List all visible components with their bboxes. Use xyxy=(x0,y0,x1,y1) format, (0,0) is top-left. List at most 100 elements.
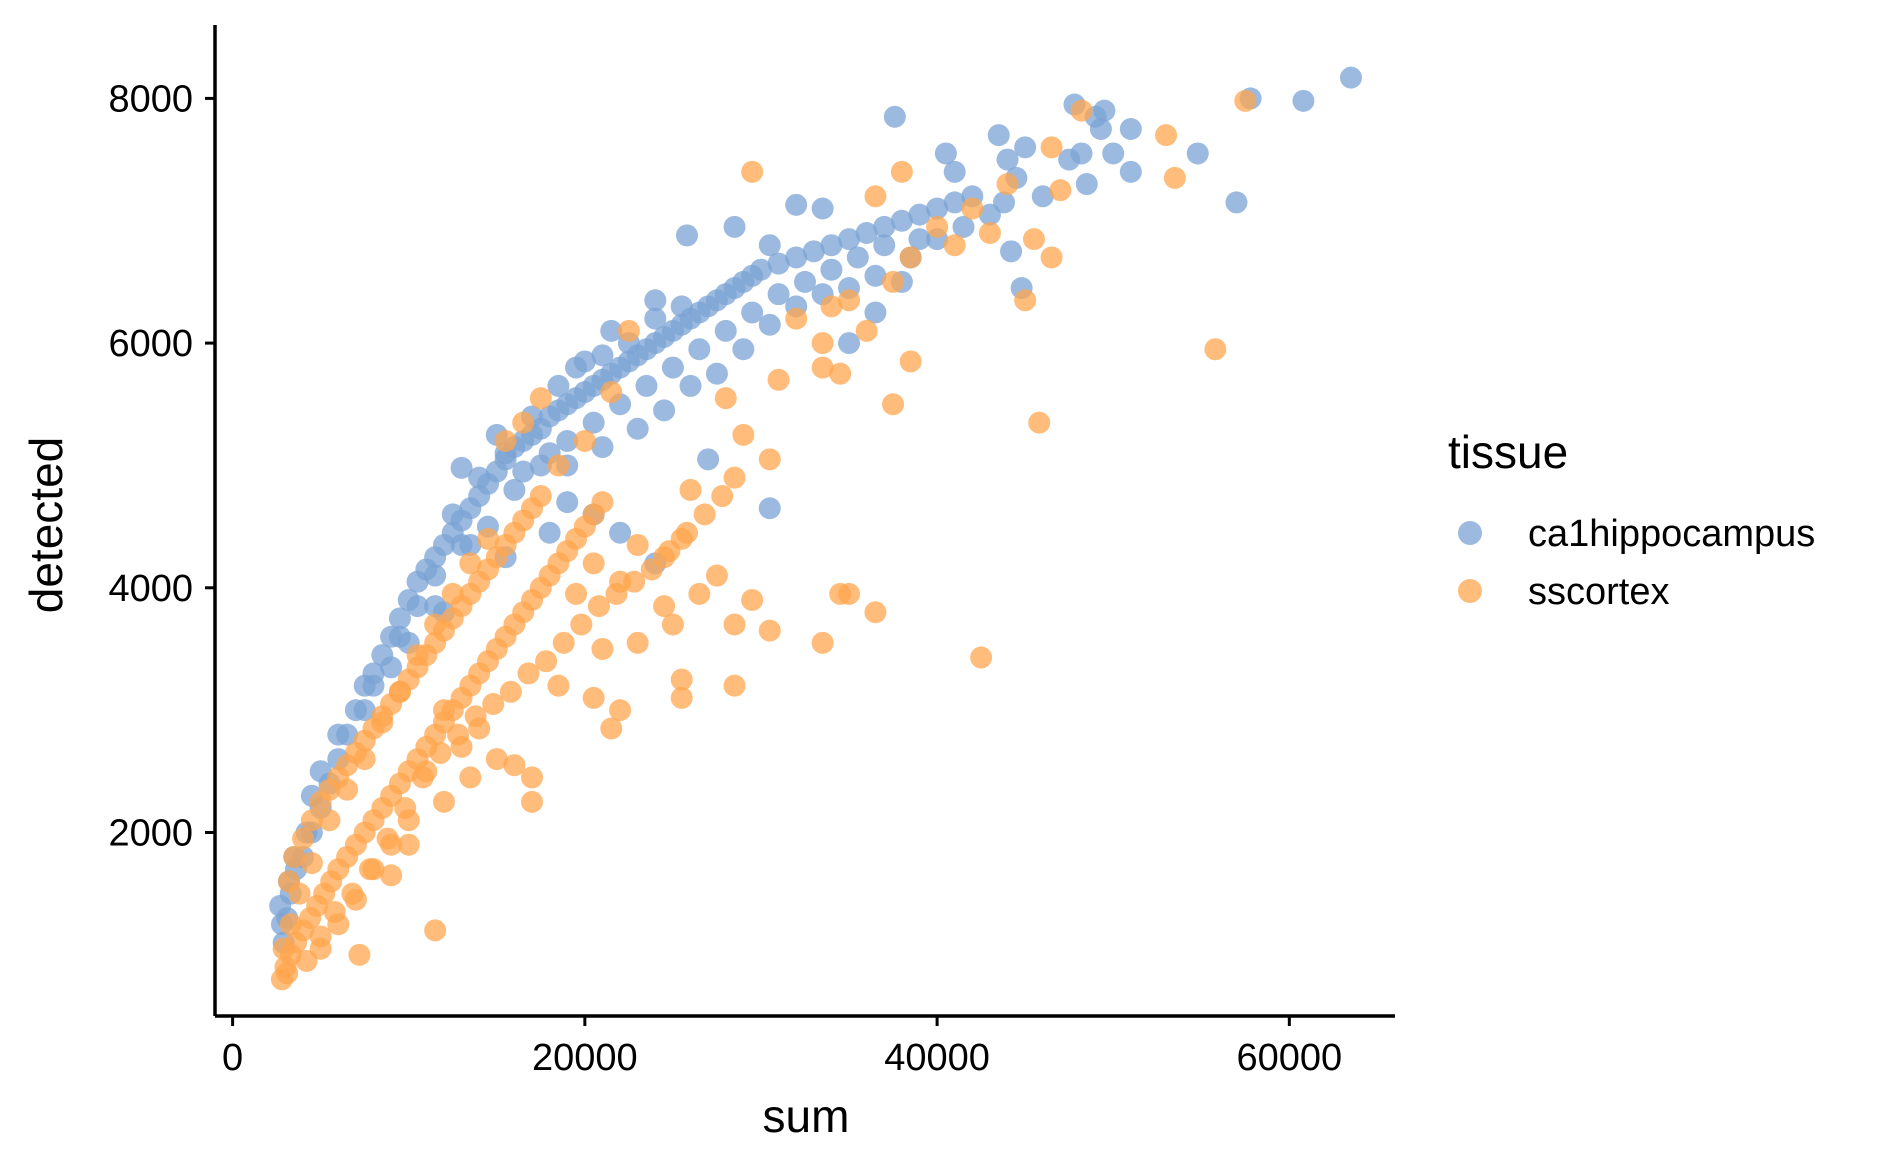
data-point xyxy=(670,668,693,691)
data-point xyxy=(811,197,834,220)
data-point xyxy=(970,646,993,669)
data-point xyxy=(380,833,403,856)
data-point xyxy=(890,209,913,232)
data-point xyxy=(450,456,473,479)
data-point xyxy=(1119,117,1142,140)
data-point xyxy=(758,234,781,257)
data-point xyxy=(1014,289,1037,312)
data-point xyxy=(908,203,931,226)
data-point xyxy=(1028,411,1051,434)
x-tick-label: 20000 xyxy=(532,1037,638,1079)
data-point xyxy=(591,436,614,459)
data-point xyxy=(388,607,411,630)
points-layer xyxy=(269,66,1362,991)
data-point xyxy=(661,356,684,379)
data-point xyxy=(758,313,781,336)
data-point xyxy=(272,937,295,960)
data-point xyxy=(711,485,734,508)
data-point xyxy=(714,319,737,342)
data-point xyxy=(626,417,649,440)
x-tick-label: 0 xyxy=(222,1037,243,1079)
data-point xyxy=(450,735,473,758)
data-point xyxy=(494,429,517,452)
data-point xyxy=(570,613,593,636)
data-point xyxy=(653,595,676,618)
data-point xyxy=(626,631,649,654)
data-point xyxy=(582,552,605,575)
data-point xyxy=(670,686,693,709)
data-point xyxy=(794,270,816,293)
data-point xyxy=(829,362,852,385)
data-point xyxy=(723,613,746,636)
data-point xyxy=(380,864,403,887)
data-point xyxy=(406,595,429,618)
data-point xyxy=(547,674,570,697)
y-tick-label: 8000 xyxy=(108,78,193,120)
data-point xyxy=(1040,136,1063,159)
data-point xyxy=(1234,89,1257,112)
data-point xyxy=(676,224,698,247)
data-point xyxy=(723,215,746,238)
data-point xyxy=(362,674,385,697)
data-point xyxy=(573,429,596,452)
data-point xyxy=(459,766,482,789)
data-point xyxy=(529,387,552,410)
data-point xyxy=(661,613,684,636)
data-point xyxy=(926,215,949,238)
data-point xyxy=(309,760,332,783)
data-point xyxy=(899,350,922,373)
data-point xyxy=(644,289,667,312)
data-point xyxy=(1225,191,1248,214)
data-point xyxy=(292,827,315,850)
data-point xyxy=(336,778,359,801)
data-point xyxy=(1204,338,1227,361)
data-point xyxy=(705,362,728,385)
data-point xyxy=(600,717,623,740)
data-point xyxy=(309,937,332,960)
data-point xyxy=(283,845,306,868)
data-point xyxy=(503,754,526,777)
legend-swatch xyxy=(1458,521,1482,545)
y-axis-title: detected xyxy=(20,437,72,613)
data-point xyxy=(838,289,861,312)
data-point xyxy=(591,637,614,660)
data-point xyxy=(512,460,535,483)
data-point xyxy=(535,650,558,673)
data-point xyxy=(327,913,350,936)
data-point xyxy=(517,662,540,685)
data-point xyxy=(811,356,834,379)
data-point xyxy=(679,478,702,501)
data-point xyxy=(406,644,429,667)
data-point xyxy=(617,319,640,342)
data-point xyxy=(934,142,957,165)
data-point xyxy=(1070,99,1093,122)
data-point xyxy=(547,374,570,397)
data-point xyxy=(723,674,746,697)
data-point xyxy=(811,332,834,355)
data-point xyxy=(855,221,878,244)
data-point xyxy=(371,711,394,734)
data-point xyxy=(521,790,544,813)
data-point xyxy=(503,478,526,501)
data-point xyxy=(441,582,464,605)
data-point xyxy=(820,234,843,257)
data-point xyxy=(864,601,887,624)
data-point xyxy=(926,197,949,220)
data-point xyxy=(670,295,693,318)
data-point xyxy=(758,619,781,642)
data-point xyxy=(556,491,579,514)
data-point xyxy=(1022,228,1045,251)
data-point xyxy=(714,387,737,410)
data-point xyxy=(1031,185,1054,208)
y-tick-label: 6000 xyxy=(108,323,193,365)
data-point xyxy=(996,148,1019,171)
data-point xyxy=(996,173,1019,196)
data-point xyxy=(864,301,887,324)
data-point xyxy=(468,466,491,489)
data-point xyxy=(476,527,499,550)
data-point xyxy=(485,748,508,771)
data-point xyxy=(582,686,605,709)
data-point xyxy=(327,723,350,746)
data-point xyxy=(353,748,376,771)
